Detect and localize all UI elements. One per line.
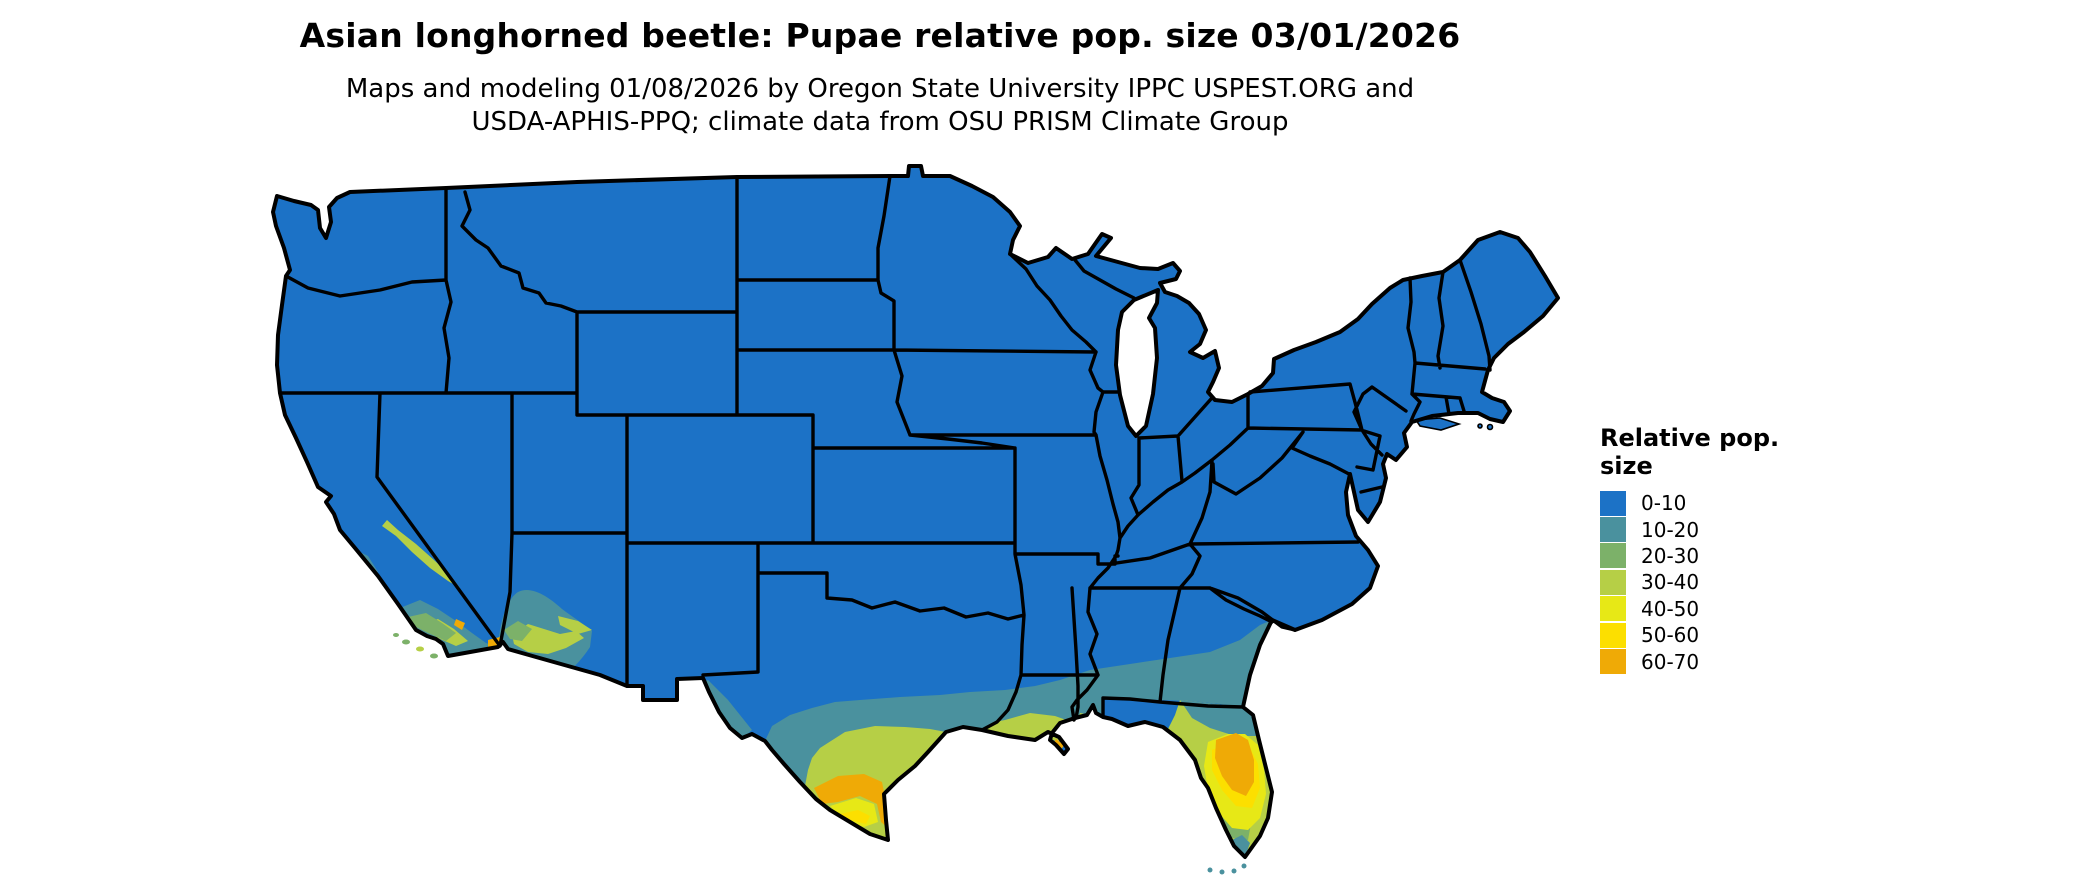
legend-label: 60-70: [1641, 649, 1700, 674]
band-teal-florida-tip: [1228, 835, 1250, 857]
florida-key-4: [1241, 863, 1247, 869]
band-green-arizona: [504, 621, 532, 641]
legend-item-60-70: 60-70: [1600, 648, 1800, 675]
band-gold-texas: [840, 810, 870, 824]
band-green-california: [408, 613, 456, 641]
band-orange-texas-valley: [814, 774, 888, 828]
band-teal-florida-north: [1180, 700, 1257, 736]
legend-title: Relative pop. size: [1600, 424, 1780, 480]
florida-key-1: [1207, 867, 1213, 873]
subtitle-line-2: USDA-APHIS-PPQ; climate data from OSU PR…: [471, 107, 1289, 138]
legend-label: 10-20: [1641, 517, 1700, 542]
legend-swatch-icon: [1600, 622, 1626, 648]
legend-item-0-10: 0-10: [1600, 490, 1800, 516]
legend-label: 30-40: [1641, 570, 1700, 595]
legend-swatch-icon: [1600, 517, 1626, 543]
islands: [393, 417, 1494, 875]
subtitle-line-1: Maps and modeling 01/08/2026 by Oregon S…: [345, 74, 1415, 104]
band-orange-florida: [1215, 733, 1254, 796]
figure-header: Asian longhorned beetle: Pupae relative …: [0, 16, 1760, 140]
legend-label: 20-30: [1641, 543, 1700, 568]
channel-island-3: [416, 646, 424, 652]
florida-key-3: [1231, 868, 1237, 874]
legend-item-20-30: 20-30: [1600, 543, 1800, 569]
legend-item-30-40: 30-40: [1600, 569, 1800, 595]
band-orange-salton: [454, 619, 465, 630]
legend-swatch-icon: [1600, 569, 1626, 595]
map-legend: Relative pop. size 0-10 10-20 20-30 30-4…: [1600, 424, 1800, 675]
nantucket-island: [1486, 423, 1494, 431]
page-title: Asian longhorned beetle: Pupae relative …: [299, 16, 1461, 55]
legend-swatch-icon: [1600, 490, 1626, 516]
channel-island-4: [430, 653, 438, 659]
florida-key-2: [1219, 869, 1225, 875]
long-island: [1414, 417, 1462, 431]
figure-subtitle: Maps and modeling 01/08/2026 by Oregon S…: [0, 73, 1760, 140]
legend-label: 40-50: [1641, 596, 1700, 621]
channel-island-2: [402, 639, 410, 645]
band-yellowgreen-central-valley: [382, 520, 460, 588]
legend-label: 50-60: [1641, 623, 1700, 648]
marthas-vineyard-island: [1477, 423, 1483, 429]
band-yellowgreen-arizona-finger: [558, 616, 592, 634]
legend-item-40-50: 40-50: [1600, 596, 1800, 622]
band-yellowgreen-arizona: [512, 624, 584, 654]
legend-label: 0-10: [1641, 491, 1687, 516]
us-choropleth-map: [271, 164, 1560, 875]
legend-swatch-icon: [1600, 596, 1626, 622]
state-borders: [278, 174, 1492, 732]
band-orange-delta: [1053, 739, 1064, 750]
legend-swatch-icon: [1600, 543, 1626, 569]
channel-island-1: [393, 633, 399, 637]
legend-item-10-20: 10-20: [1600, 516, 1800, 543]
legend-item-50-60: 50-60: [1600, 622, 1800, 648]
legend-swatch-icon: [1600, 649, 1626, 675]
